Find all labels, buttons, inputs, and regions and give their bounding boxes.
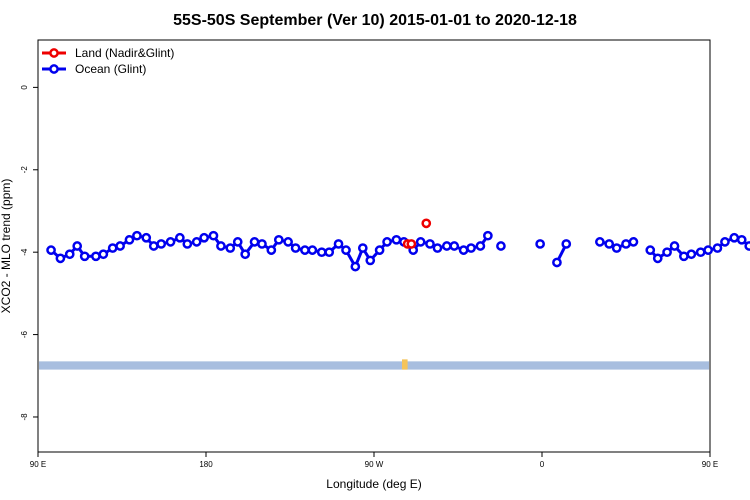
ocean-data-point [208, 230, 219, 241]
x-axis-label: Longitude (deg E) [326, 477, 421, 491]
ocean-data-point [249, 237, 260, 247]
ocean-data-point [333, 239, 344, 249]
ocean-data-point [225, 243, 236, 253]
ocean-data-point [720, 237, 730, 247]
ocean-data-point [132, 230, 142, 241]
data-series [46, 218, 750, 272]
ocean-data-point [695, 247, 706, 258]
legend-ocean-label: Ocean (Glint) [75, 62, 146, 76]
ocean-data-point [91, 251, 101, 262]
x-tick-label: 90 W [365, 460, 384, 469]
ocean-data-point [496, 241, 506, 251]
ocean-data-point [216, 241, 226, 251]
ocean-data-point [357, 243, 368, 253]
land-data-point [406, 239, 417, 249]
ocean-data-point [55, 253, 66, 264]
ocean-data-point [266, 245, 277, 255]
ocean-data-point [645, 245, 656, 255]
ocean-data-point [365, 255, 376, 266]
ocean-data-point [628, 237, 639, 247]
reference-band-land-marker [402, 359, 408, 370]
y-tick-label: -6 [20, 330, 29, 338]
ocean-data-point [729, 232, 740, 243]
legend: Land (Nadir&Glint) Ocean (Glint) [42, 46, 174, 76]
x-tick-label: 90 E [702, 460, 718, 469]
ocean-data-point [374, 245, 385, 255]
ocean-data-point [98, 249, 109, 260]
ocean-data-point [415, 237, 426, 247]
x-tick-label: 180 [199, 460, 213, 469]
x-tick-label: 90 E [30, 460, 46, 469]
ocean-data-point [604, 239, 615, 249]
ocean-data-point [652, 253, 663, 264]
ocean-data-point [283, 237, 293, 247]
y-tick-label: -8 [20, 413, 29, 421]
ocean-data-point [458, 245, 469, 255]
ocean-data-point [72, 241, 83, 251]
ocean-data-point [535, 239, 545, 249]
ocean-data-point [240, 249, 251, 260]
x-tick-label: 0 [540, 460, 545, 469]
ocean-data-point [79, 251, 90, 262]
ocean-data-point [191, 237, 202, 247]
ocean-data-point [552, 257, 562, 268]
ocean-data-point [324, 247, 335, 258]
ocean-data-point [425, 239, 435, 249]
ocean-data-point [257, 239, 267, 249]
ocean-data-point [611, 243, 622, 253]
ocean-data-point [175, 232, 185, 243]
ocean-data-point [273, 234, 284, 245]
ocean-data-point [64, 249, 75, 260]
ocean-data-point [148, 241, 159, 251]
land-data-point [421, 218, 432, 229]
ocean-data-point [300, 245, 310, 255]
y-axis-ticks: 0 -2 -4 -6 -8 [20, 85, 38, 421]
y-tick-label: 0 [20, 85, 29, 90]
legend-ocean-marker [49, 64, 59, 74]
ocean-data-point [595, 237, 605, 247]
ocean-data-point [432, 243, 443, 253]
ocean-data-point [124, 234, 135, 245]
ocean-data-point [662, 247, 672, 258]
ocean-data-point [165, 237, 176, 247]
ocean-data-point [382, 237, 392, 247]
ocean-data-point [703, 245, 713, 255]
ocean-data-point [475, 241, 486, 251]
ocean-data-point [483, 230, 493, 241]
y-tick-label: -2 [20, 166, 29, 174]
ocean-data-point [449, 241, 460, 251]
ocean-data-point [290, 243, 301, 253]
ocean-data-point [621, 239, 631, 249]
ocean-data-point [341, 245, 351, 255]
ocean-data-point [316, 247, 327, 258]
legend-land-marker [49, 48, 59, 58]
ocean-data-point [115, 241, 125, 251]
ocean-data-point [669, 241, 680, 251]
ocean-data-point [107, 243, 118, 253]
ocean-data-point [199, 232, 209, 243]
ocean-data-point [182, 239, 193, 249]
ocean-data-point [441, 241, 452, 251]
reference-band [39, 361, 709, 370]
y-tick-label: -4 [20, 248, 29, 256]
ocean-data-point [156, 239, 167, 249]
ocean-data-point [232, 237, 243, 247]
ocean-data-point [679, 251, 689, 262]
ocean-data-point [46, 245, 56, 255]
ocean-data-point [744, 241, 750, 251]
ocean-data-point [391, 234, 402, 245]
y-axis-label: XCO2 - MLO trend (ppm) [0, 179, 13, 314]
chart-title: 55S-50S September (Ver 10) 2015-01-01 to… [173, 12, 577, 29]
ocean-data-point [561, 239, 572, 249]
ocean-data-point [350, 261, 361, 272]
ocean-data-point [466, 243, 476, 253]
ocean-data-point [712, 243, 723, 253]
ocean-data-point [736, 234, 747, 245]
ocean-data-point [307, 245, 318, 255]
ocean-data-point [686, 249, 697, 260]
legend-land-label: Land (Nadir&Glint) [75, 46, 174, 60]
ocean-data-point [141, 232, 152, 243]
